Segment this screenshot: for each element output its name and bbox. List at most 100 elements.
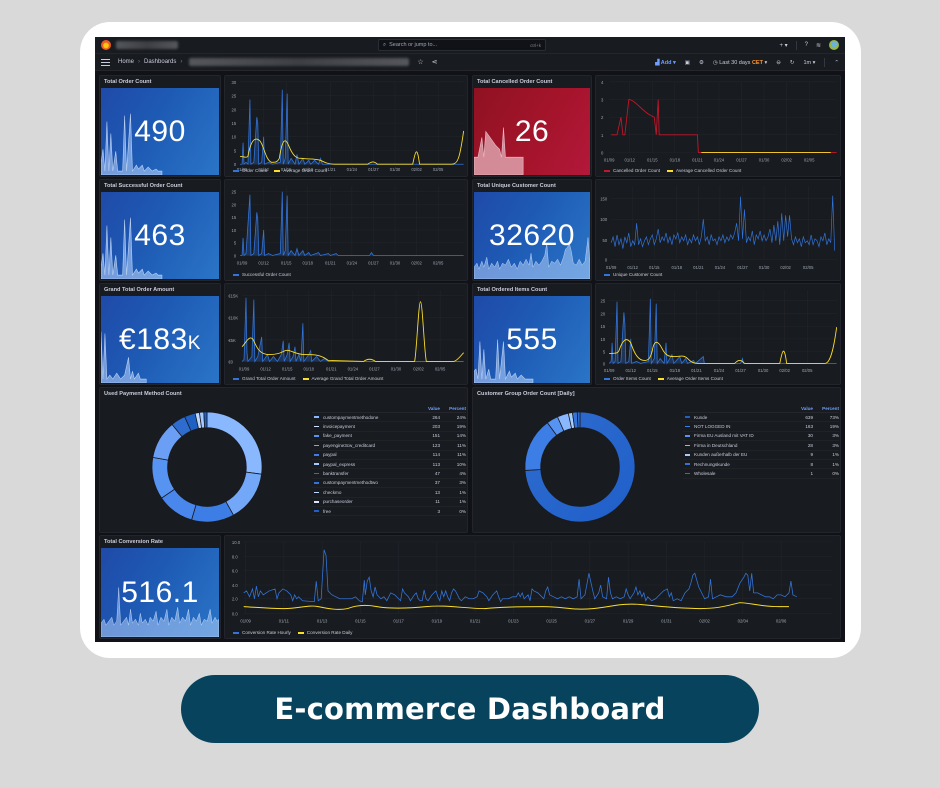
search-input[interactable]: ⌕ Search or jump to... ctrl+k: [378, 39, 546, 51]
panel-total-conversion-rate[interactable]: Total Conversion Rate 516.1: [99, 535, 221, 639]
share-icon[interactable]: ⋖: [431, 59, 438, 66]
legend-row[interactable]: custompaymentmethodtwo 37 3%: [312, 479, 466, 489]
legend-item[interactable]: Conversion Rate Daily: [297, 630, 352, 635]
svg-text:20: 20: [601, 311, 606, 316]
new-menu-button[interactable]: + ▾: [779, 42, 788, 49]
zoom-out-icon[interactable]: ⊖: [776, 59, 781, 66]
svg-text:02/06: 02/06: [776, 618, 787, 623]
time-picker[interactable]: ◷ Last 30 days CET ▾: [712, 59, 768, 66]
chart-unique-customer-count[interactable]: 150 100 50 0 01/09 01/12 01/15 01/18 01/21 01/24…: [595, 179, 841, 281]
panel-total-unique-customer-count[interactable]: Total Unique Customer Count 32620: [472, 179, 592, 281]
time-series-chart: €15K €10K €5K €0 01/09 01/12 01/15 01/18 01/21 0…: [228, 289, 464, 371]
svg-text:10: 10: [232, 135, 237, 140]
svg-text:01/12: 01/12: [260, 366, 271, 371]
legend-row[interactable]: NOT LOGGED IN 163 19%: [683, 422, 839, 432]
grafana-logo-icon[interactable]: [101, 40, 111, 50]
breadcrumb-home[interactable]: Home: [118, 59, 135, 65]
svg-text:01/15: 01/15: [281, 167, 292, 172]
legend-item[interactable]: Average Cancelled Order Count: [666, 168, 741, 173]
legend-row[interactable]: Kunde 639 73%: [683, 413, 839, 423]
legend-row[interactable]: checkmo 13 1%: [312, 488, 466, 498]
help-icon[interactable]: ?: [804, 42, 808, 48]
svg-text:01/18: 01/18: [303, 366, 314, 371]
dashboard-controls: ▟ Add ▾ ▣ ⚙ ◷ Last 30 days CET ▾ ⊖ ↻ 1m …: [655, 58, 839, 67]
settings-gear-icon[interactable]: ⚙: [698, 59, 704, 66]
svg-text:01/12: 01/12: [627, 265, 638, 270]
panel-used-payment-method-count[interactable]: Used Payment Method Count Value Percent c…: [99, 387, 468, 533]
svg-text:01/09: 01/09: [237, 260, 248, 265]
avatar[interactable]: [829, 40, 839, 50]
legend-row[interactable]: custompaymentmethodone 264 24%: [312, 413, 466, 423]
svg-text:02/05: 02/05: [433, 167, 444, 172]
star-icon[interactable]: ☆: [417, 59, 424, 66]
svg-text:01/12: 01/12: [258, 260, 269, 265]
svg-text:€5K: €5K: [228, 338, 236, 343]
svg-text:02/05: 02/05: [433, 260, 444, 265]
chart-legend: Cancelled Order Count Average Cancelled …: [604, 168, 741, 173]
sparkline: [474, 339, 534, 383]
legend-row[interactable]: Wholesale 1 0%: [683, 469, 839, 479]
legend-item[interactable]: Cancelled Order Count: [604, 168, 660, 173]
svg-text:01/23: 01/23: [508, 618, 519, 623]
legend-row[interactable]: free 3 0%: [312, 507, 466, 517]
legend-row[interactable]: Kunden außerhalb der EU 9 1%: [683, 451, 839, 460]
time-series-chart: 25 20 15 10 5 0 01/09 01/12 01/15 01/18 01/21 01/2…: [232, 185, 464, 265]
svg-text:01/27: 01/27: [369, 366, 380, 371]
svg-text:15: 15: [232, 121, 237, 126]
svg-text:01/15: 01/15: [647, 157, 658, 162]
menu-icon[interactable]: [101, 58, 110, 66]
legend-row[interactable]: payengine3cw_creditcard 123 11%: [312, 441, 466, 451]
legend-row[interactable]: paypal_express 113 10%: [312, 460, 466, 470]
svg-text:01/21: 01/21: [470, 618, 481, 623]
panel-title: Total Conversion Rate: [104, 539, 163, 545]
chart-cancelled-order-count[interactable]: 4 3 2 1 0 01/09 01/12 01/15 01/18 01/21 01/24 01/2…: [595, 75, 841, 177]
legend-item[interactable]: Order Items Count: [604, 376, 651, 381]
panel-total-successful-order-count[interactable]: Total Successful Order Count 463: [99, 179, 221, 281]
collapse-chevron-icon[interactable]: ⌃: [834, 59, 839, 66]
panel-total-ordered-items-count[interactable]: Total Ordered Items Count 555: [472, 283, 592, 385]
column-header-percent[interactable]: Percent: [822, 405, 839, 411]
panel-total-order-count[interactable]: Total Order Count 490: [99, 75, 221, 177]
svg-text:01/30: 01/30: [390, 260, 401, 265]
svg-text:6.0: 6.0: [232, 568, 239, 573]
legend-item[interactable]: Grand Total Order Amount: [233, 376, 296, 381]
legend-item[interactable]: Successful Order Count: [233, 272, 291, 277]
chart-order-count[interactable]: 30 25 20 15 10 5 0 01/09 01/12 01/15 01/18 01/21 01…: [224, 75, 468, 177]
chart-successful-order-count[interactable]: 25 20 15 10 5 0 01/09 01/12 01/15 01/18 01/21 01/2…: [224, 179, 468, 281]
chart-conversion-rate[interactable]: 10.0 8.0 6.0 4.0 2.0 0.0 01/09 01/11 01/13 01/15…: [224, 535, 841, 639]
breadcrumb-dashboards[interactable]: Dashboards: [144, 59, 177, 65]
column-header-value[interactable]: Value: [427, 405, 440, 411]
panel-total-cancelled-order-count[interactable]: Total Cancelled Order Count 26: [472, 75, 592, 177]
svg-text:20: 20: [232, 107, 237, 112]
legend-item[interactable]: Average Order Items Count: [657, 376, 723, 381]
legend-row[interactable]: banktransfer 47 4%: [312, 469, 466, 479]
panel-customer-group-order-count[interactable]: Customer Group Order Count [Daily] Value…: [472, 387, 841, 533]
legend-table: Value Percent custompaymentmethodone 264 24…: [312, 404, 466, 517]
legend-row[interactable]: fake_payment 151 14%: [312, 432, 466, 442]
svg-text:01/30: 01/30: [758, 368, 769, 373]
legend-item[interactable]: Average Grand Total Order Amount: [302, 376, 383, 381]
save-icon[interactable]: ▣: [684, 59, 690, 66]
column-header-value[interactable]: Value: [800, 405, 813, 411]
legend-row[interactable]: Firma in Deutschland 28 3%: [683, 441, 839, 451]
legend-row[interactable]: purchaseorder 11 1%: [312, 498, 466, 507]
chart-grand-total-order-amount[interactable]: €15K €10K €5K €0 01/09 01/12 01/15 01/18 01/21 0…: [224, 283, 468, 385]
news-icon[interactable]: ≋: [815, 42, 821, 49]
legend-row[interactable]: Rechnungskunde 8 1%: [683, 460, 839, 470]
legend-row[interactable]: paypal 114 11%: [312, 451, 466, 460]
refresh-icon[interactable]: ↻: [789, 59, 795, 66]
legend-row[interactable]: invoicepayment 203 19%: [312, 422, 466, 432]
chart-legend: Order Count Average Order Count: [233, 168, 327, 173]
sparkline: [474, 127, 524, 175]
panel-grand-total-order-amount[interactable]: Grand Total Order Amount €183K: [99, 283, 221, 385]
legend-row[interactable]: Firma EU Ausland mit VAT ID 30 3%: [683, 432, 839, 442]
refresh-interval-picker[interactable]: 1m ▾: [803, 59, 816, 66]
add-button[interactable]: ▟ Add ▾: [655, 59, 676, 66]
column-header-percent[interactable]: Percent: [449, 405, 466, 411]
legend-item[interactable]: Conversion Rate Hourly: [233, 630, 291, 635]
chart-ordered-items-count[interactable]: 25 20 15 10 5 0 01/09 01/12 01/15 01/18 01/21 01/2…: [595, 283, 841, 385]
legend-item[interactable]: Unique Customer Count: [604, 272, 662, 277]
legend-item[interactable]: Average Order Count: [274, 168, 327, 173]
legend-item[interactable]: Order Count: [233, 168, 267, 173]
svg-text:02/02: 02/02: [779, 368, 790, 373]
